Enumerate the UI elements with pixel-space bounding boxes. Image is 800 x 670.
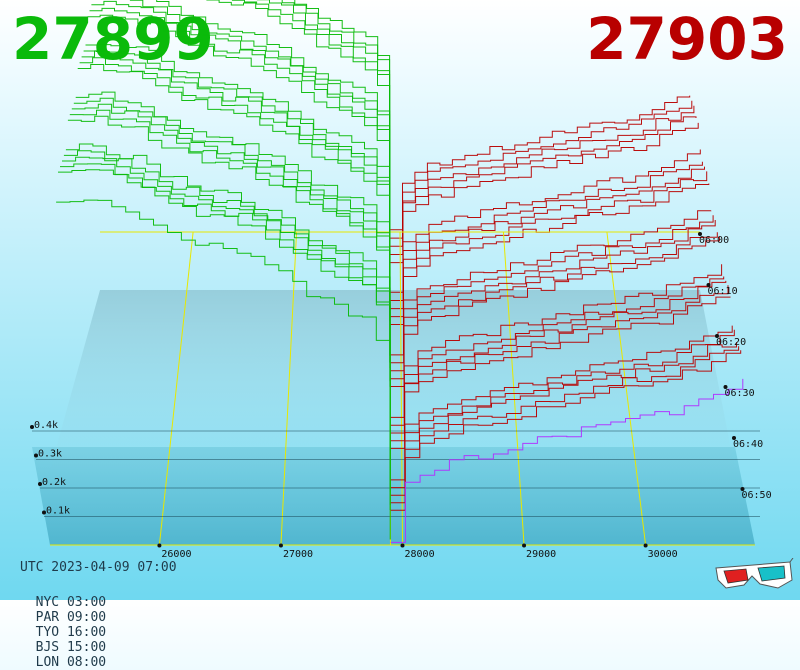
volume-tick-marker xyxy=(34,453,38,458)
y-tick-label: 0.2k xyxy=(42,477,66,488)
x-tick-label: 27000 xyxy=(283,549,313,560)
bid-depth-line xyxy=(87,14,391,322)
volume-tick-marker xyxy=(42,510,46,515)
price-gridline xyxy=(280,231,298,546)
price-tick-marker xyxy=(157,543,162,548)
ask-depth-line xyxy=(390,280,727,434)
bid-depth-line xyxy=(129,0,391,305)
ask-depth-line xyxy=(390,116,697,255)
3d-glasses-icon[interactable] xyxy=(714,558,794,594)
utc-time: UTC 2023-04-09 07:00 xyxy=(20,560,177,575)
ask-depth-line xyxy=(390,149,701,293)
ask-depth-line xyxy=(390,220,716,372)
time-tick-marker xyxy=(723,385,728,389)
timezone-lon: LON 08:00 xyxy=(35,655,107,670)
bid-depth-line xyxy=(67,115,391,453)
ask-depth-line xyxy=(390,100,693,239)
timezone-nyc: NYC 03:00 xyxy=(35,595,107,610)
bid-depth-line xyxy=(294,0,391,231)
volume-tick-marker xyxy=(30,425,34,429)
ask-depth-line xyxy=(390,232,718,380)
ask-depth-line xyxy=(390,166,705,310)
bid-depth-line xyxy=(256,0,391,245)
time-tick-marker xyxy=(706,283,711,287)
price-gridline xyxy=(502,231,525,546)
bid-depth-line xyxy=(58,169,391,510)
y-tick-label: 0.4k xyxy=(34,420,58,431)
bid-depth-line xyxy=(85,44,391,356)
bid-depth-line xyxy=(89,7,391,316)
bid-depth-line xyxy=(63,150,391,487)
price-tick-marker xyxy=(643,543,648,548)
floor-plane xyxy=(32,447,755,545)
ask-depth-line xyxy=(390,122,699,264)
time-tick-label: 06:50 xyxy=(742,490,772,501)
time-tick-label: 06:10 xyxy=(708,286,738,297)
timezone-par: PAR 09:00 xyxy=(35,610,107,625)
time-tick-label: 06:40 xyxy=(733,439,763,450)
ask-depth-line xyxy=(390,95,691,231)
price-tick-marker xyxy=(278,543,283,548)
price-gridline xyxy=(158,231,194,546)
ask-depth-line xyxy=(390,105,695,247)
ask-depth-line xyxy=(390,346,740,504)
ask-depth-line xyxy=(390,325,733,481)
bid-depth-line xyxy=(56,199,391,540)
ask-depth-line xyxy=(390,171,708,318)
ask-depth-line xyxy=(390,276,725,426)
y-tick-label: 0.1k xyxy=(46,506,70,517)
ask-depth-line xyxy=(390,236,720,387)
x-tick-label: 30000 xyxy=(648,549,678,560)
price-tick-marker xyxy=(400,543,405,548)
depth-chart: 26000 27000 28000 29000 30000 0.1k 0.2k 0.3k 0.4… xyxy=(30,0,772,560)
y-tick-label: 0.3k xyxy=(38,449,62,460)
ask-depth-line xyxy=(390,183,710,325)
bid-depth-line xyxy=(156,0,391,291)
time-tick-marker xyxy=(715,334,719,338)
time-tick-label: 06:20 xyxy=(716,337,746,348)
time-tick-label: 06:30 xyxy=(725,388,755,399)
ask-price: 27903 xyxy=(586,5,788,73)
ask-depth-line xyxy=(390,161,703,301)
ask-depth-line xyxy=(390,350,742,511)
price-gridline xyxy=(606,231,647,546)
time-tick-marker xyxy=(740,487,745,491)
price-tick-marker xyxy=(522,543,527,548)
latest-ask-depth-line xyxy=(390,378,744,543)
timezone-tyo: TYO 16:00 xyxy=(35,625,107,640)
ask-depth-line xyxy=(390,210,712,356)
ask-depth-line xyxy=(390,342,737,496)
time-tick-marker xyxy=(698,232,702,236)
bid-depth-line xyxy=(206,0,391,264)
back-plane xyxy=(50,290,735,470)
time-tick-label: 06:00 xyxy=(699,235,729,246)
ask-depth-line xyxy=(390,329,735,489)
x-tick-label: 29000 xyxy=(526,549,556,560)
timezone-bar: NYC 03:00 PAR 09:00 TYO 16:00 BJS 15:00 … xyxy=(20,580,130,670)
x-tick-label: 28000 xyxy=(405,549,435,560)
bid-depth-line xyxy=(281,0,391,239)
ask-depth-line xyxy=(390,215,714,364)
x-tick-label: 26000 xyxy=(161,549,191,560)
ask-depth-line xyxy=(390,264,723,418)
bid-depth-line xyxy=(231,0,391,258)
timezone-bjs: BJS 15:00 xyxy=(35,640,107,655)
time-tick-marker xyxy=(732,436,736,440)
volume-tick-marker xyxy=(38,482,42,486)
bid-depth-line xyxy=(77,64,391,387)
bid-depth-line xyxy=(91,0,391,310)
ask-depth-line xyxy=(390,285,729,442)
ask-depth-line xyxy=(390,296,731,449)
price-gridline xyxy=(399,231,403,546)
